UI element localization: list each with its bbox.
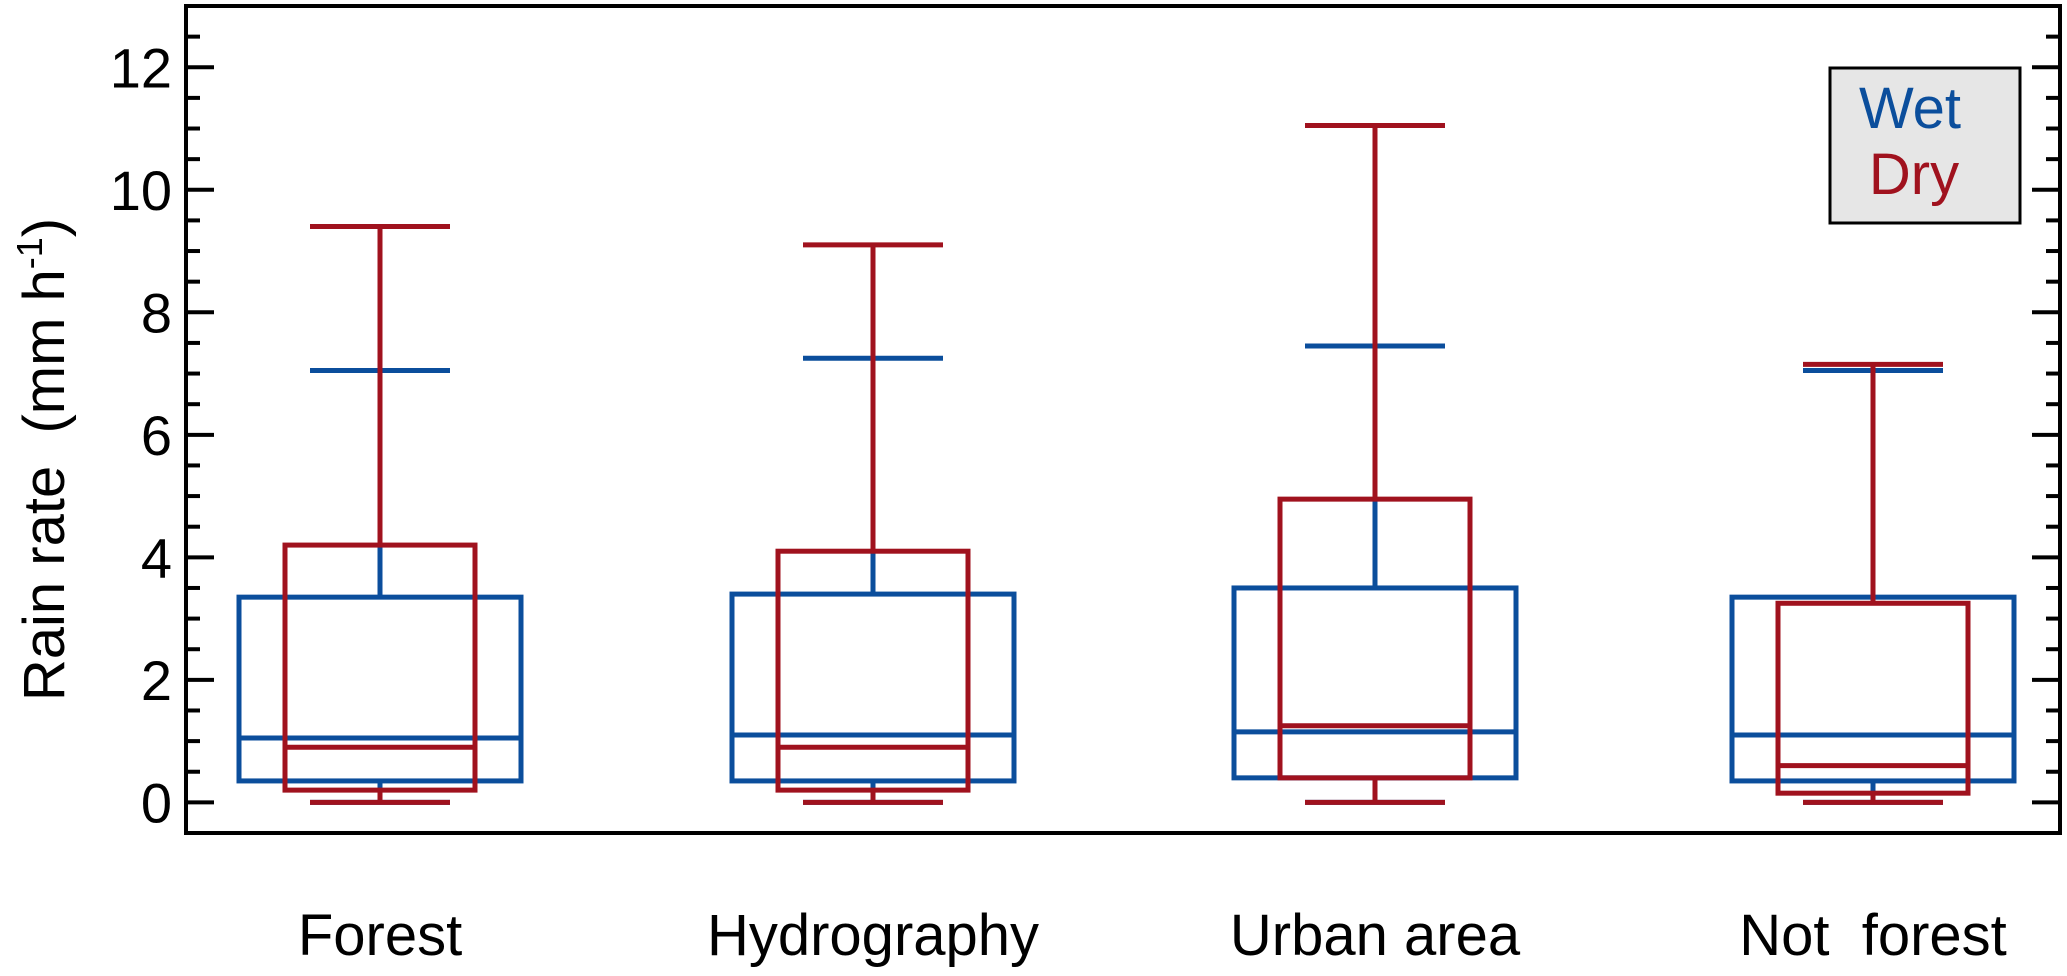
axis-layer bbox=[184, 4, 2062, 835]
box-dry-not-forest bbox=[1775, 361, 1971, 805]
legend-box bbox=[1828, 66, 2022, 225]
box-dry-hydrography bbox=[775, 242, 971, 805]
iqr-box-dry-hydrography bbox=[775, 548, 971, 793]
ytick-label-12: 12 bbox=[110, 36, 172, 99]
plot-layer bbox=[236, 122, 2017, 805]
category-label-hydrography: Hydrography bbox=[707, 903, 1039, 968]
legend-entry-dry: Dry bbox=[1869, 142, 1959, 207]
box-dry-forest bbox=[282, 224, 478, 805]
ytick-label-0: 0 bbox=[141, 771, 172, 834]
category-label-urban-area: Urban area bbox=[1230, 903, 1521, 968]
legend-entry-wet: Wet bbox=[1859, 76, 1961, 141]
y-axis-label-close: ) bbox=[12, 218, 77, 237]
y-axis-label: Rain rate (mm h-1) bbox=[9, 218, 77, 701]
box-dry-urban-area bbox=[1277, 122, 1473, 805]
iqr-box-dry-forest bbox=[282, 542, 478, 793]
label-layer: 0 2 4 6 8 10 12 Forest Hydrography Urban area Not … bbox=[9, 36, 2007, 968]
legend: Wet Dry bbox=[1828, 66, 2022, 225]
y-axis-label-main: Rain rate (mm h bbox=[12, 269, 77, 701]
iqr-box-dry-urban-area bbox=[1277, 496, 1473, 781]
category-label-not-forest: Not forest bbox=[1739, 903, 2007, 968]
iqr-box-wet-hydrography bbox=[729, 591, 1017, 784]
iqr-box-wet-forest bbox=[236, 594, 524, 784]
ytick-label-4: 4 bbox=[141, 526, 172, 589]
ytick-label-6: 6 bbox=[141, 404, 172, 467]
y-axis-label-superscript: -1 bbox=[9, 237, 50, 269]
iqr-box-dry-not-forest bbox=[1775, 600, 1971, 796]
category-label-forest: Forest bbox=[298, 903, 462, 968]
ytick-label-2: 2 bbox=[141, 649, 172, 712]
plot-frame bbox=[184, 4, 2062, 835]
ytick-label-8: 8 bbox=[141, 281, 172, 344]
ytick-label-10: 10 bbox=[110, 159, 172, 222]
